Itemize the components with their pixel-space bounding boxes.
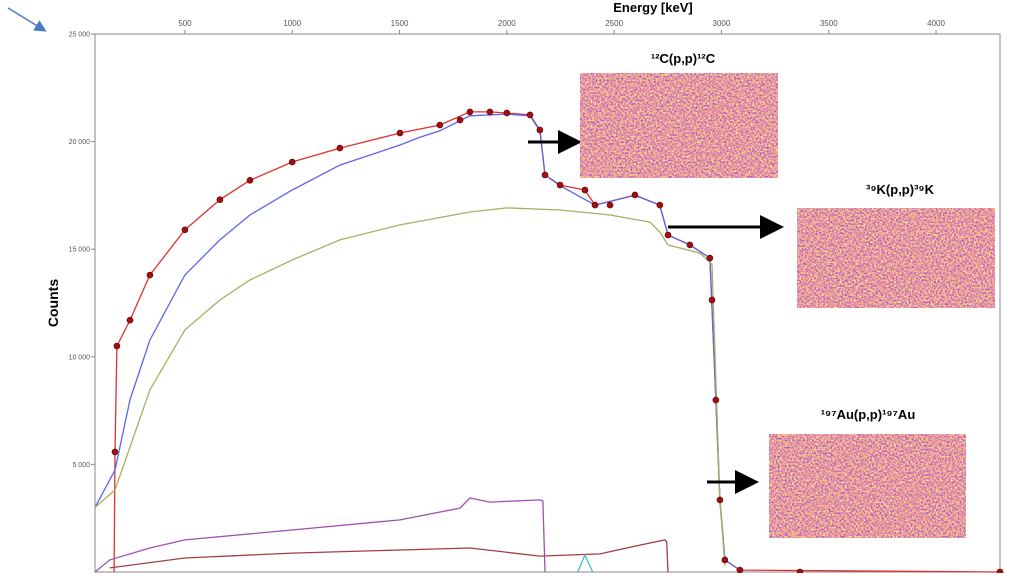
data-point (687, 242, 693, 248)
annotations: ¹²C(p,p)¹²C ³⁹K(p,p)³⁹K ¹⁹⁷Au(p,p)¹⁹⁷Au (528, 51, 995, 538)
series-line (578, 555, 593, 572)
annotation: ³⁹K(p,p)³⁹K (866, 182, 935, 197)
data-point (527, 112, 533, 118)
data-point (722, 557, 728, 563)
series-line (95, 114, 740, 570)
y-axis-title: Counts (45, 279, 61, 327)
data-point (582, 187, 588, 193)
data-point (247, 177, 253, 183)
page: {"chart_data":{"type":"line","title":"En… (0, 0, 1034, 573)
x-tick-label: 4000 (927, 19, 945, 28)
data-point (114, 343, 120, 349)
x-tick-label: 500 (178, 19, 192, 28)
data-point (437, 122, 443, 128)
series-line (95, 208, 725, 566)
x-tick-label: 1500 (391, 19, 409, 28)
data-point (557, 182, 563, 188)
data-point (537, 127, 543, 133)
data-point (607, 202, 613, 208)
data-point (397, 130, 403, 136)
data-point (112, 449, 118, 455)
x-tick-label: 2000 (498, 19, 516, 28)
data-point (737, 567, 743, 573)
data-point (127, 317, 133, 323)
element-map (769, 434, 966, 538)
data-point (997, 569, 1003, 573)
element-map (797, 208, 995, 308)
data-point (147, 272, 153, 278)
data-point (487, 109, 493, 115)
data-point (592, 202, 598, 208)
annotation: ¹⁹⁷Au(p,p)¹⁹⁷Au (821, 407, 916, 422)
y-tick-label: 5 000 (72, 462, 90, 469)
data-point (707, 255, 713, 261)
data-point (337, 145, 343, 151)
data-point (457, 117, 463, 123)
data-point (632, 192, 638, 198)
annotation: ¹²C(p,p)¹²C (651, 51, 716, 66)
y-tick-label: 15 000 (69, 247, 91, 254)
data-point (717, 497, 723, 503)
data-point (797, 569, 803, 573)
chart: Energy [keV] Counts 500 1000 1500 2000 2500 3… (0, 0, 1034, 573)
x-axis-title: Energy [keV] (613, 0, 692, 15)
x-tick-label: 1000 (283, 19, 301, 28)
data-point (217, 197, 223, 203)
y-tick-label: 20 000 (69, 139, 91, 146)
data-point (713, 397, 719, 403)
data-point (709, 297, 715, 303)
element-map (580, 73, 778, 178)
x-tick-label: 2500 (605, 19, 623, 28)
data-point (542, 172, 548, 178)
data-point (289, 159, 295, 165)
x-tick-label: 3000 (713, 19, 731, 28)
data-point (467, 109, 473, 115)
x-tick-label: 3500 (820, 19, 838, 28)
data-point (504, 110, 510, 116)
y-tick-label: 10 000 (69, 354, 91, 361)
y-tick-label: 25 000 (69, 32, 91, 39)
data-point (182, 227, 188, 233)
data-point (665, 232, 671, 238)
data-point (657, 202, 663, 208)
pointer-arrow (8, 8, 44, 30)
